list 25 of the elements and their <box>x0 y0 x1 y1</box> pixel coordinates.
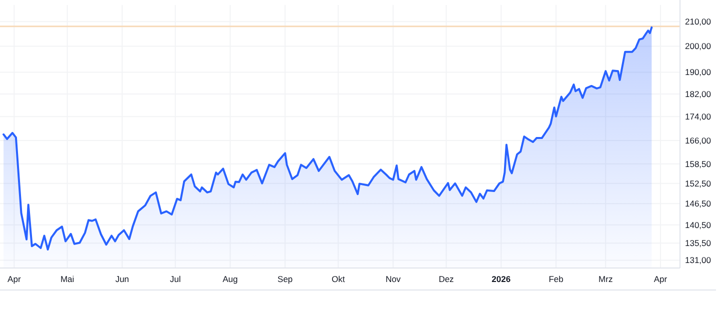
y-tick-label: 135,50 <box>685 238 712 248</box>
y-tick-label: 140,50 <box>685 220 712 230</box>
y-tick-label: 190,00 <box>685 67 712 78</box>
x-tick-label: Jun <box>115 274 130 284</box>
y-tick-label: 152,50 <box>685 178 712 188</box>
x-tick-label: Apr <box>654 274 668 284</box>
y-tick-label: 210,00 <box>685 16 712 27</box>
y-tick-label: 182,00 <box>685 88 712 99</box>
x-tick-label: Feb <box>548 274 564 284</box>
x-tick-label: Nov <box>386 274 402 284</box>
x-tick-label: Jul <box>170 274 181 284</box>
y-tick-label: 131,00 <box>685 255 712 266</box>
y-tick-label: 174,00 <box>685 112 712 122</box>
y-tick-label: 158,50 <box>685 158 712 169</box>
y-tick-label: 166,00 <box>685 135 712 146</box>
x-tick-label: 2026 <box>492 274 511 284</box>
y-tick-label: 146,50 <box>685 198 712 209</box>
x-tick-label: Dez <box>438 274 454 284</box>
y-tick-label: 200,00 <box>685 41 712 52</box>
x-tick-label: Mai <box>60 274 74 284</box>
x-tick-label: Mrz <box>598 274 613 284</box>
x-tick-label: Apr <box>8 274 21 284</box>
x-tick-label: Sep <box>278 274 293 284</box>
x-tick-label: Aug <box>222 274 238 284</box>
x-tick-label: Okt <box>332 274 346 284</box>
